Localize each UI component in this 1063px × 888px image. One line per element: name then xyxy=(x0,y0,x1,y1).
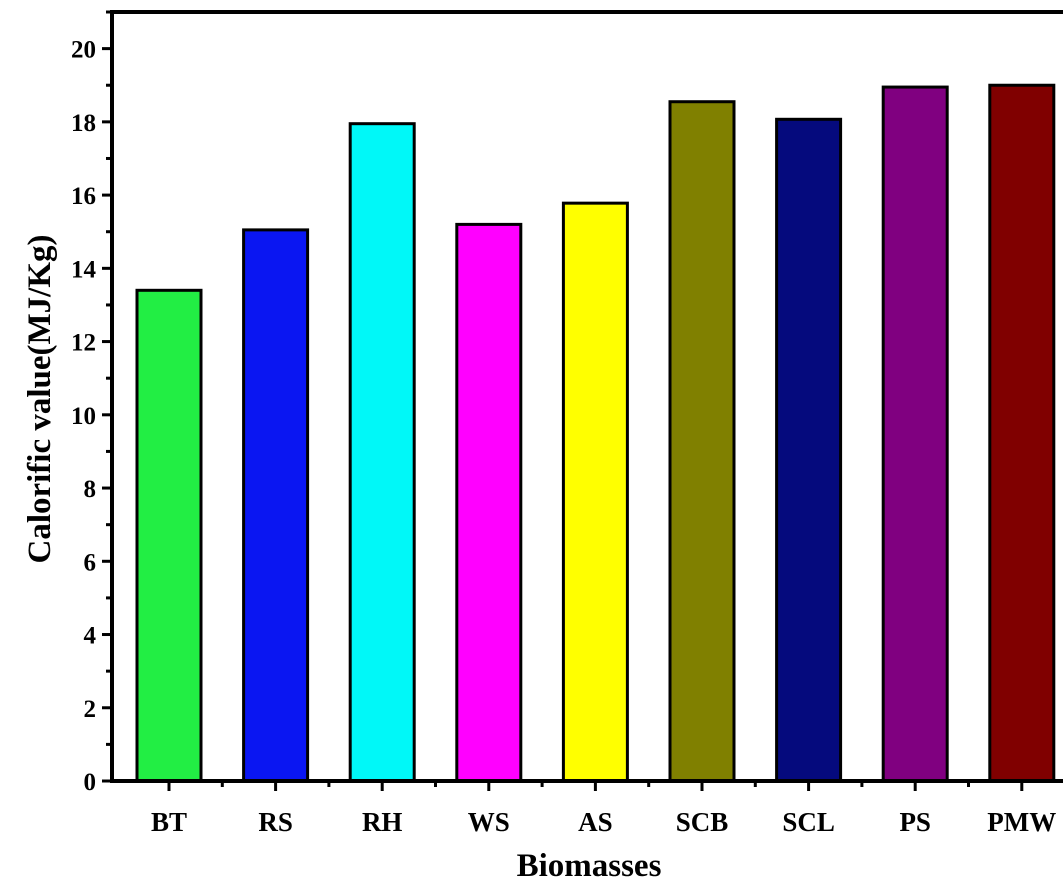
x-tick-label-scb: SCB xyxy=(676,807,729,837)
y-tick-label: 10 xyxy=(71,403,96,430)
y-tick-label: 4 xyxy=(84,623,97,650)
y-tick-label: 14 xyxy=(71,256,97,283)
bar-scl xyxy=(775,117,843,783)
y-tick-label: 6 xyxy=(84,549,97,576)
bar-scb xyxy=(668,100,736,783)
x-ticks-group: BT RS RH WS AS SCB SCL PS PMW xyxy=(151,781,1056,837)
x-tick-label-rs: RS xyxy=(258,807,293,837)
x-tick-label-as: AS xyxy=(578,807,613,837)
x-axis-title: Biomasses xyxy=(517,848,662,884)
x-tick-label-bt: BT xyxy=(151,807,187,837)
axes-group xyxy=(110,10,1063,783)
y-tick-label: 12 xyxy=(71,330,96,357)
x-tick-label-ps: PS xyxy=(899,807,931,837)
bar-as xyxy=(561,201,629,783)
y-axis-title: Calorific value(MJ/Kg) xyxy=(22,234,58,563)
y-tick-label: 20 xyxy=(71,37,96,64)
bar-rs xyxy=(242,228,310,783)
y-tick-label: 2 xyxy=(84,696,97,723)
x-tick-label-rh: RH xyxy=(362,807,403,837)
y-tick-label: 18 xyxy=(71,110,96,137)
x-tick-label-pmw: PMW xyxy=(987,807,1056,837)
y-tick-label: 16 xyxy=(71,183,96,210)
bar-ws xyxy=(455,222,523,783)
bars-group xyxy=(135,83,1056,783)
x-tick-label-scl: SCL xyxy=(782,807,835,837)
y-tick-label: 0 xyxy=(84,769,97,796)
bar-bt xyxy=(135,288,203,783)
bar-ps xyxy=(881,85,949,783)
bar-rh xyxy=(348,122,416,783)
y-tick-label: 8 xyxy=(84,476,97,503)
y-ticks-group: 0 2 4 6 8 10 12 14 16 18 20 xyxy=(71,10,112,796)
bar-pmw xyxy=(988,83,1056,783)
x-tick-label-ws: WS xyxy=(468,807,510,837)
